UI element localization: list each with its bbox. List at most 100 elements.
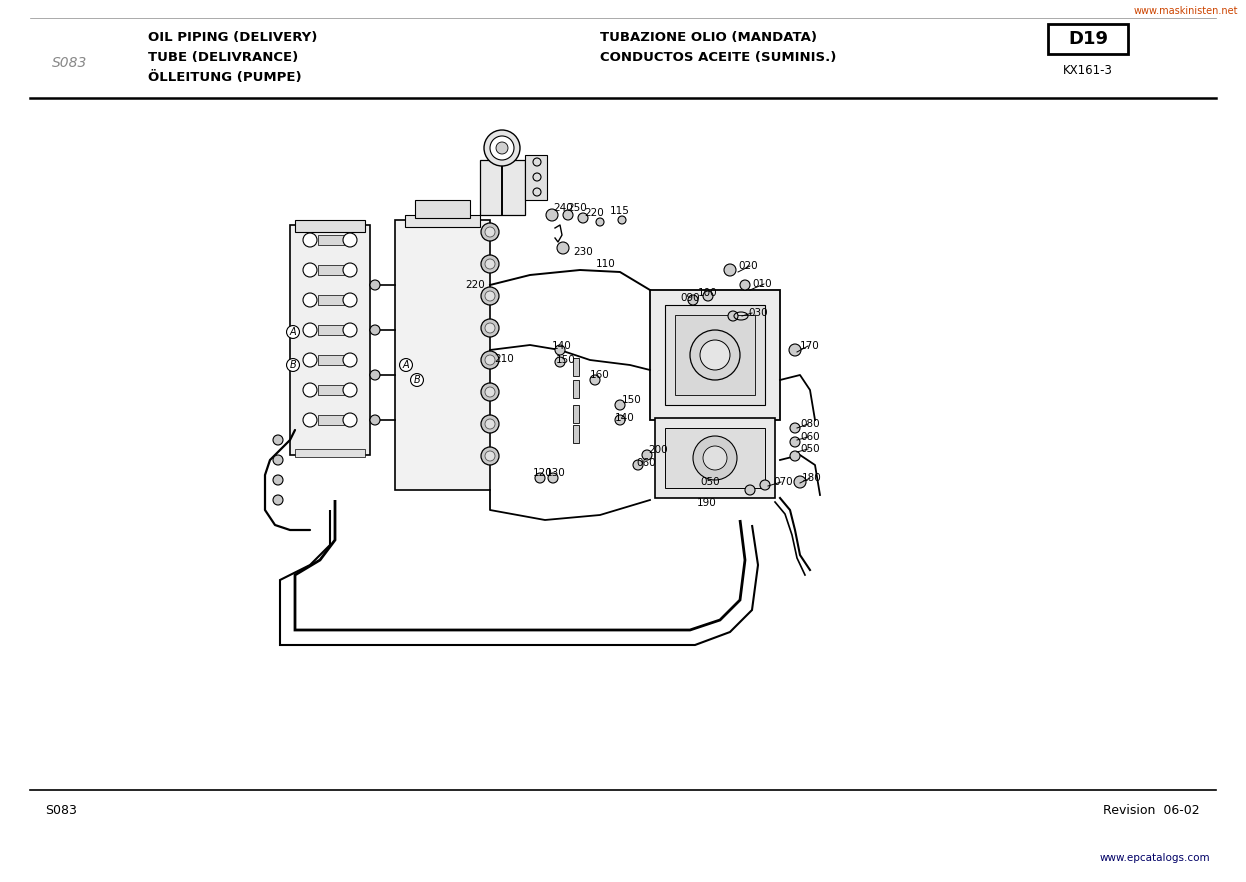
Text: KX161-3: KX161-3 xyxy=(1063,64,1113,77)
Circle shape xyxy=(533,173,541,181)
Circle shape xyxy=(483,130,520,166)
Bar xyxy=(318,355,344,365)
Text: 150: 150 xyxy=(622,395,642,405)
Text: D19: D19 xyxy=(1068,30,1108,48)
Circle shape xyxy=(343,383,358,397)
Text: 080: 080 xyxy=(800,419,820,429)
Circle shape xyxy=(481,287,498,305)
Circle shape xyxy=(485,355,495,365)
Text: 110: 110 xyxy=(596,259,616,269)
Text: 210: 210 xyxy=(493,354,513,364)
Circle shape xyxy=(485,259,495,269)
Circle shape xyxy=(616,415,625,425)
Bar xyxy=(318,385,344,395)
Circle shape xyxy=(557,242,569,254)
Text: 240: 240 xyxy=(553,203,573,213)
Text: 020: 020 xyxy=(738,261,758,271)
Circle shape xyxy=(724,264,736,276)
Circle shape xyxy=(703,446,726,470)
Bar xyxy=(318,235,344,245)
Text: 120: 120 xyxy=(533,468,553,478)
Text: 115: 115 xyxy=(611,206,630,216)
Circle shape xyxy=(563,210,573,220)
Circle shape xyxy=(596,218,604,226)
Circle shape xyxy=(481,255,498,273)
Text: ÖLLEITUNG (PUMPE): ÖLLEITUNG (PUMPE) xyxy=(148,71,302,85)
Bar xyxy=(415,200,470,218)
Circle shape xyxy=(343,263,358,277)
Circle shape xyxy=(642,450,652,460)
Circle shape xyxy=(740,280,750,290)
Bar xyxy=(318,295,344,305)
Text: CONDUCTOS ACEITE (SUMINIS.): CONDUCTOS ACEITE (SUMINIS.) xyxy=(601,51,836,64)
Circle shape xyxy=(616,400,625,410)
Bar xyxy=(295,220,365,232)
Circle shape xyxy=(693,436,736,480)
Bar xyxy=(480,160,525,215)
Circle shape xyxy=(370,415,380,425)
Text: S083: S083 xyxy=(45,804,77,817)
Circle shape xyxy=(273,495,283,505)
Bar xyxy=(573,380,579,398)
Circle shape xyxy=(554,357,564,367)
Text: TUBE (DELIVRANCE): TUBE (DELIVRANCE) xyxy=(148,51,298,64)
Circle shape xyxy=(688,295,698,305)
Circle shape xyxy=(485,451,495,461)
Text: 200: 200 xyxy=(648,445,668,455)
Text: 070: 070 xyxy=(773,477,792,487)
Bar xyxy=(573,425,579,443)
Circle shape xyxy=(370,370,380,380)
Circle shape xyxy=(790,451,800,461)
Bar xyxy=(318,325,344,335)
Circle shape xyxy=(700,340,730,370)
Bar xyxy=(655,418,775,498)
Text: A: A xyxy=(402,360,410,370)
Circle shape xyxy=(343,353,358,367)
Circle shape xyxy=(303,293,316,307)
Circle shape xyxy=(578,213,588,223)
Circle shape xyxy=(485,419,495,429)
Text: 250: 250 xyxy=(567,203,587,213)
Circle shape xyxy=(303,323,316,337)
Circle shape xyxy=(485,387,495,397)
Bar xyxy=(295,449,365,457)
Text: 230: 230 xyxy=(573,247,593,257)
Circle shape xyxy=(554,345,564,355)
Text: 190: 190 xyxy=(697,498,716,508)
Circle shape xyxy=(343,323,358,337)
Bar xyxy=(525,155,547,200)
Circle shape xyxy=(481,223,498,241)
Text: 050: 050 xyxy=(800,444,820,454)
Circle shape xyxy=(303,263,316,277)
Bar xyxy=(665,305,765,405)
Text: 100: 100 xyxy=(698,288,718,298)
Text: 090: 090 xyxy=(680,293,699,303)
Text: B: B xyxy=(414,375,420,385)
Bar xyxy=(318,265,344,275)
Text: 050: 050 xyxy=(700,477,720,487)
Circle shape xyxy=(789,344,801,356)
Circle shape xyxy=(303,413,316,427)
Circle shape xyxy=(790,423,800,433)
Circle shape xyxy=(490,136,515,160)
Text: 220: 220 xyxy=(584,208,604,218)
Circle shape xyxy=(343,233,358,247)
Circle shape xyxy=(370,280,380,290)
Circle shape xyxy=(633,460,643,470)
Circle shape xyxy=(546,209,558,221)
Bar xyxy=(650,290,780,420)
Circle shape xyxy=(481,415,498,433)
Text: 150: 150 xyxy=(556,355,576,365)
Circle shape xyxy=(273,475,283,485)
Circle shape xyxy=(533,158,541,166)
Text: 220: 220 xyxy=(465,280,485,290)
Bar xyxy=(395,220,490,490)
Bar xyxy=(573,405,579,423)
Circle shape xyxy=(591,375,601,385)
Circle shape xyxy=(485,227,495,237)
Circle shape xyxy=(690,330,740,380)
Text: 030: 030 xyxy=(748,308,768,318)
Text: 170: 170 xyxy=(800,341,820,351)
Text: 140: 140 xyxy=(552,341,572,351)
Bar xyxy=(573,358,579,376)
